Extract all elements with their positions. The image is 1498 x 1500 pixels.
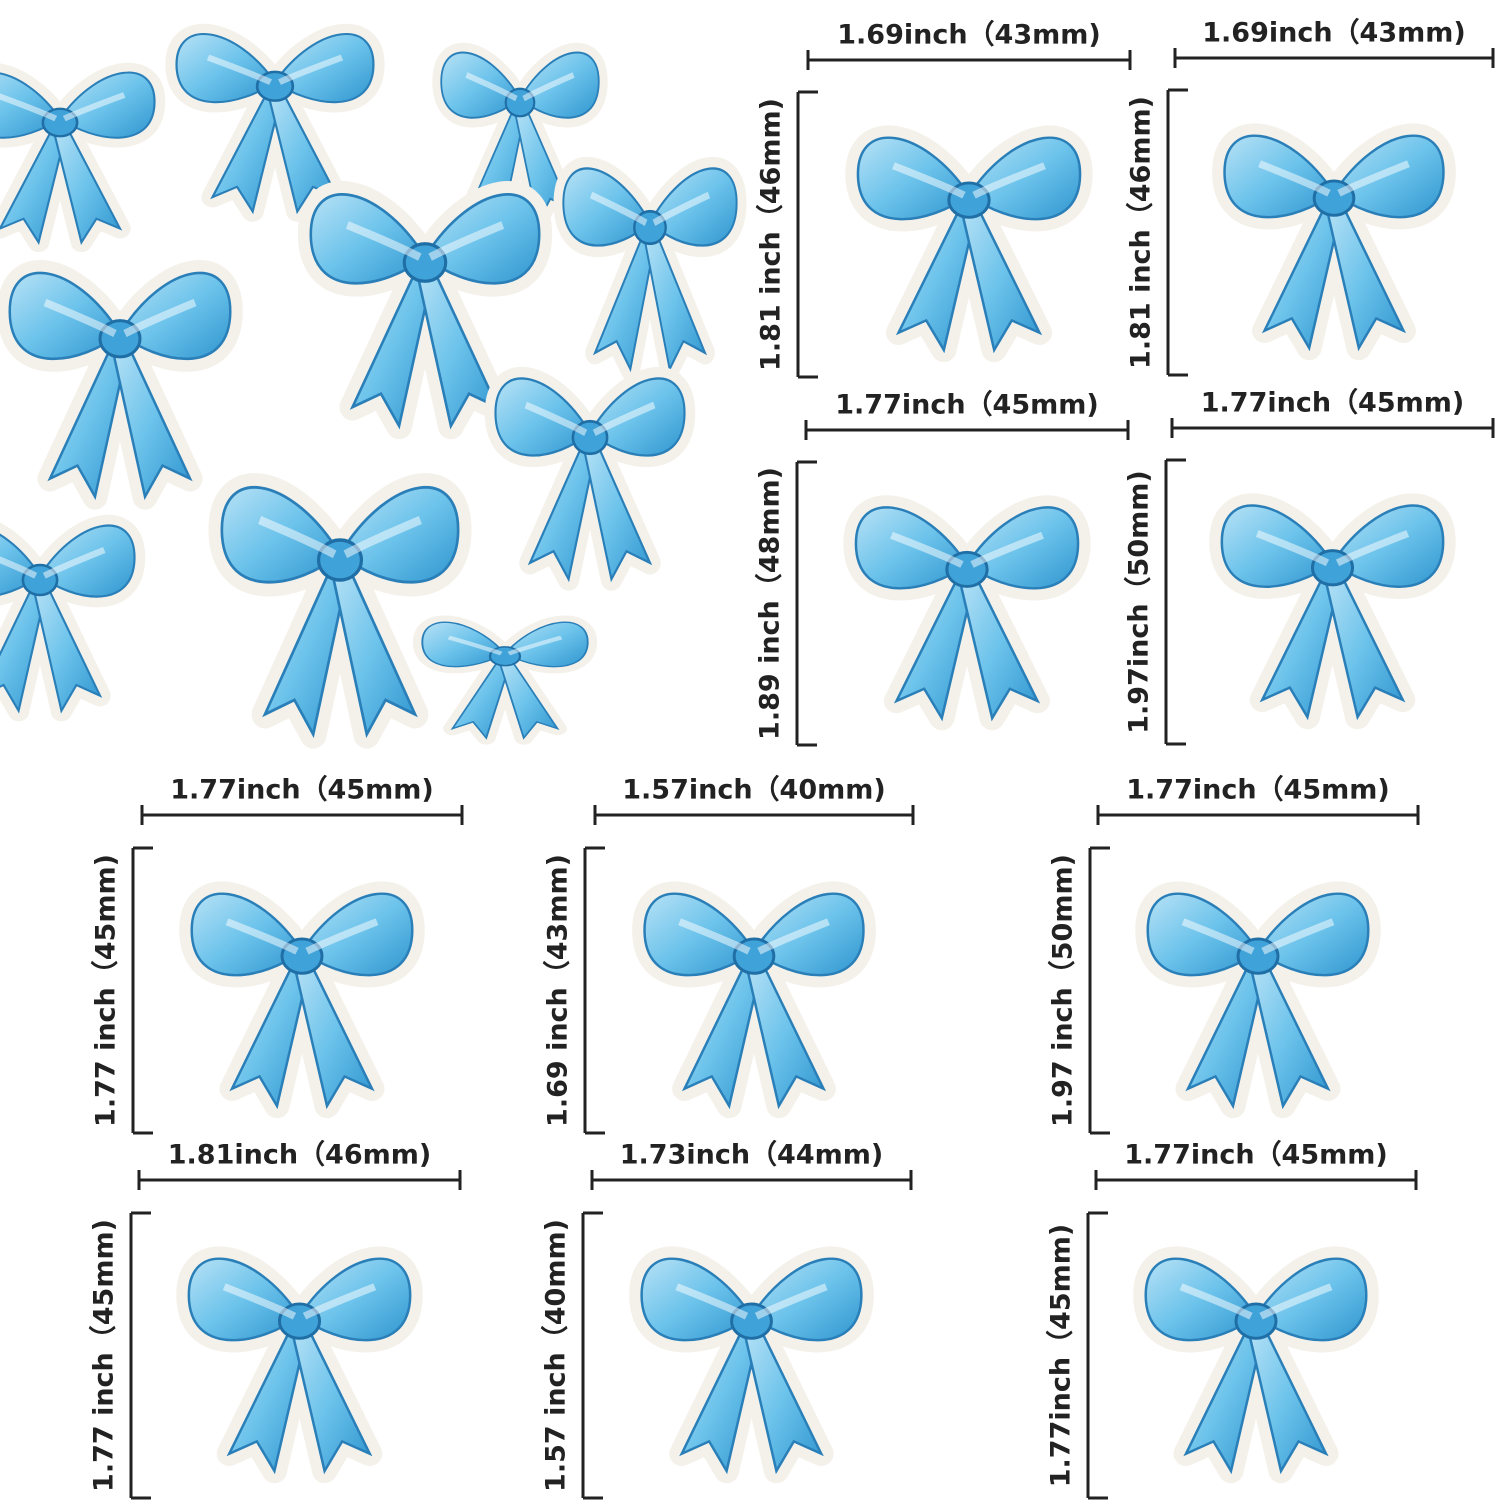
height-label: 1.57 inch（40mm) <box>541 1219 572 1492</box>
bow <box>0 73 155 243</box>
width-label: 1.57inch（40mm) <box>622 775 886 806</box>
bow <box>1146 1259 1367 1471</box>
height-label: 1.69 inch（43mm) <box>543 854 574 1127</box>
sticker-item: 1.81inch（46mm) 1.77 inch（45mm) <box>89 1140 462 1500</box>
height-label: 1.77inch（45mm) <box>1046 1224 1077 1488</box>
bow <box>1225 136 1444 348</box>
bow-cluster <box>0 34 737 738</box>
bow <box>189 1259 410 1471</box>
sticker-item: 1.69inch（43mm) 1.81 inch（46mm) <box>756 20 1132 379</box>
bow <box>642 1259 862 1471</box>
width-label: 1.77inch（45mm) <box>1126 775 1390 806</box>
bow <box>10 273 231 497</box>
bow <box>856 507 1078 718</box>
height-label: 1.97 inch（50mm) <box>1048 854 1079 1127</box>
width-label: 1.77inch（45mm) <box>1201 388 1465 419</box>
sticker-item: 1.77inch（45mm) 1.77inch（45mm) <box>1046 1140 1418 1500</box>
sticker-item: 1.69inch（43mm) 1.81 inch（46mm) <box>1126 18 1495 377</box>
height-label: 1.81 inch（46mm) <box>756 98 787 371</box>
bow <box>192 894 413 1106</box>
bow <box>1148 894 1369 1106</box>
width-label: 1.81inch（46mm) <box>168 1140 432 1171</box>
sticker-item: 1.73inch（44mm) 1.57 inch（40mm) <box>541 1140 913 1500</box>
width-label: 1.77inch（45mm) <box>835 390 1099 421</box>
width-label: 1.77inch（45mm) <box>170 775 434 806</box>
height-label: 1.89 inch（48mm) <box>755 467 786 740</box>
sticker-item: 1.57inch（40mm) 1.69 inch（43mm) <box>543 775 915 1135</box>
width-label: 1.69inch（43mm) <box>837 20 1101 51</box>
height-label: 1.77 inch（45mm) <box>89 1219 120 1492</box>
width-label: 1.77inch（45mm) <box>1124 1140 1388 1171</box>
height-label: 1.81 inch（46mm) <box>1126 96 1157 369</box>
bow <box>645 894 864 1106</box>
bow <box>495 378 684 579</box>
height-label: 1.97inch（50mm) <box>1124 470 1155 734</box>
bow <box>858 138 1080 350</box>
bow <box>0 526 135 711</box>
bow <box>1222 506 1443 717</box>
sticker-item: 1.77inch（45mm) 1.89 inch（48mm) <box>755 390 1130 747</box>
bow <box>422 622 587 738</box>
bow <box>222 487 458 734</box>
sticker-item: 1.77inch（45mm) 1.97 inch（50mm) <box>1048 775 1420 1135</box>
bow <box>563 168 736 369</box>
sticker-item: 1.77inch（45mm) 1.77 inch（45mm) <box>91 775 464 1135</box>
width-label: 1.69inch（43mm) <box>1202 18 1466 49</box>
width-label: 1.73inch（44mm) <box>620 1140 884 1171</box>
height-label: 1.77 inch（45mm) <box>91 854 122 1127</box>
sticker-item: 1.77inch（45mm) 1.97inch（50mm) <box>1124 388 1495 746</box>
